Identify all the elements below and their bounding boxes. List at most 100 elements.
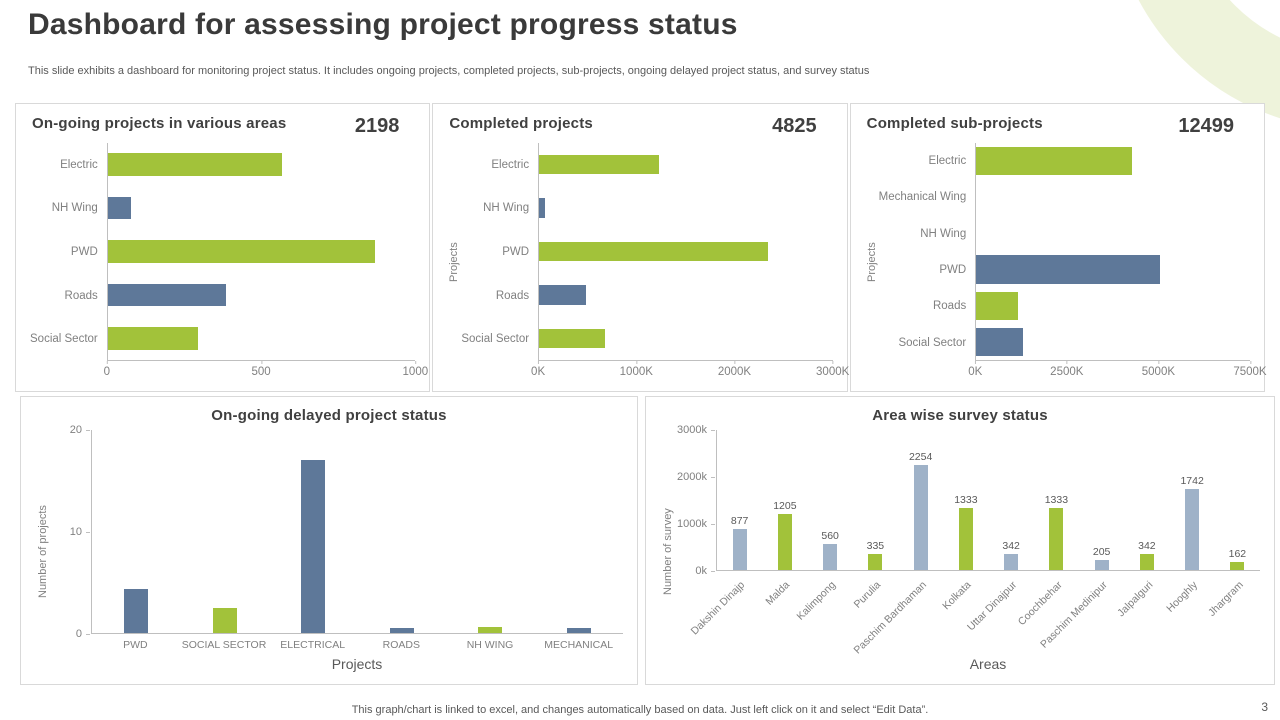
chart-title: Completed projects [449, 115, 593, 132]
bar [539, 285, 587, 305]
bar-value-label: 1205 [773, 499, 797, 512]
bar-value-label: 877 [730, 515, 749, 528]
y-tick-label: 20 [69, 424, 91, 436]
bar [566, 627, 591, 633]
ongoing-projects-chart[interactable]: Electric NH Wing PWD Roads Social Sector 0 500… [30, 143, 428, 381]
category-label: NH Wing [51, 202, 98, 215]
bar-value-label: 342 [1138, 540, 1156, 553]
bar-column: 1205 [762, 430, 807, 570]
category-label: Mechanical Wing [878, 191, 967, 204]
category-label: NH Wing [483, 202, 530, 215]
bar-value-label: 1333 [1044, 493, 1069, 506]
bar-column: 877 [717, 430, 762, 570]
chart-title: On-going delayed project status [211, 407, 447, 424]
category-label: NH WING [466, 639, 514, 651]
x-axis-ticks: 0K 2500K 5000K 7500K [968, 361, 1267, 381]
category-label: Social Sector [30, 333, 98, 346]
x-label-cell: Dakshin Dinajp [689, 571, 761, 653]
category-labels: Electric NH Wing PWD Roads Social Sector [30, 143, 107, 361]
kpi-value: 4825 [772, 115, 817, 137]
bar [478, 626, 503, 633]
x-tick-label: 1000K [619, 361, 653, 378]
x-tick-label: 2000K [717, 361, 752, 378]
x-axis-ticks: 0K 1000K 2000K 3000K [531, 361, 849, 381]
category-label: SOCIAL SECTOR [181, 639, 267, 651]
completed-sub-projects-chart[interactable]: Projects Electric Mechanical Wing NH Wing PW… [865, 143, 1267, 381]
bar [1139, 554, 1154, 570]
bar-column: 205 [1079, 430, 1124, 570]
top-panels-row: On-going projects in various areas 2198 … [15, 103, 1267, 392]
x-category-labels: Dakshin Dinajp Malda Kalimpong Purulia Pasch… [689, 571, 1260, 656]
x-tick-label: 5000K [1141, 361, 1176, 378]
category-label: Social Sector [461, 333, 530, 346]
bar-value-label: 1333 [954, 493, 978, 506]
bar-column: 1333 [1034, 430, 1079, 570]
completed-projects-chart[interactable]: Projects Electric NH Wing PWD Roads Social Se… [447, 143, 849, 381]
plot-area [91, 430, 623, 634]
category-label: PWD [502, 245, 530, 258]
panel-delayed-projects: On-going delayed project status Number o… [20, 396, 638, 685]
bar-column: 1742 [1170, 430, 1215, 570]
category-label: PWD [70, 245, 98, 258]
chart-title: On-going projects in various areas [32, 115, 287, 132]
bar [823, 543, 838, 570]
bar [1049, 507, 1064, 570]
bar [777, 513, 792, 570]
category-label: PWD [123, 639, 148, 651]
bar [1094, 560, 1109, 570]
bar [107, 327, 199, 350]
x-axis-ticks: 0 500 1000 [104, 361, 428, 381]
bar-column: 342 [989, 430, 1034, 570]
bar-value-label: 205 [1092, 546, 1111, 559]
bar [539, 241, 769, 262]
y-axis-label: Number of survey [662, 508, 674, 596]
x-label-cell: ELECTRICAL [268, 634, 357, 653]
y-axis-ticks: 0 10 20 [51, 424, 91, 640]
bar-column: 2254 [898, 430, 943, 570]
category-label: Roads [932, 300, 967, 313]
panel-header: Completed projects 4825 [433, 104, 846, 139]
page-subtitle: This slide exhibits a dashboard for moni… [28, 65, 870, 77]
bar [389, 627, 414, 633]
panel-completed-sub-projects: Completed sub-projects 12499 Projects Ele… [849, 103, 1267, 392]
category-label: Electric [928, 155, 967, 168]
bar [539, 198, 546, 218]
panel-header: Completed sub-projects 12499 [851, 104, 1264, 139]
bar [732, 529, 747, 570]
x-label-cell: NH WING [446, 634, 535, 653]
category-label: ROADS [382, 639, 421, 651]
bar [539, 328, 605, 349]
bar-column: 1333 [943, 430, 988, 570]
delayed-project-status-chart[interactable]: Number of projects 0 10 20 PWD SOCIAL SECTOR E… [35, 424, 623, 674]
category-labels: Electric NH Wing PWD Roads Social Sector [461, 143, 538, 361]
category-label: NH Wing [920, 227, 967, 240]
bar [1230, 562, 1245, 570]
panel-header: On-going projects in various areas 2198 [16, 104, 429, 139]
x-axis-title: Projects [331, 656, 383, 672]
bar [868, 554, 883, 570]
bar [107, 196, 131, 220]
bar [958, 507, 973, 570]
x-label-cell: Jalpalguri [1115, 571, 1169, 653]
category-label: Social Sector [898, 336, 967, 349]
bar [1185, 488, 1200, 570]
y-axis-label: Projects [448, 242, 461, 282]
category-label: Purulia [851, 579, 884, 611]
x-label-cell: Jhargram [1206, 571, 1260, 653]
y-tick-label: 0k [695, 565, 715, 577]
x-tick-label: 7500K [1233, 361, 1267, 378]
x-axis-title: Areas [969, 656, 1007, 672]
y-tick-label: 3000k [677, 424, 715, 436]
bar [976, 146, 1133, 176]
area-wise-survey-chart[interactable]: Number of survey 0k 1000k 2000k 3000k 877 1205… [660, 424, 1260, 674]
plot-area: 877 1205 560 335 2254 1333 342 1333 205 342 1742 16… [716, 430, 1260, 571]
bar [976, 327, 1023, 356]
panel-completed-projects: Completed projects 4825 Projects Electric… [432, 103, 849, 392]
bar-column [92, 430, 181, 633]
category-label: ELECTRICAL [280, 639, 346, 651]
bar-column [535, 430, 624, 633]
bar-column [358, 430, 447, 633]
bar-value-label: 342 [1002, 540, 1020, 553]
y-axis-ticks: 0k 1000k 2000k 3000k [676, 424, 716, 577]
category-labels: Electric Mechanical Wing NH Wing PWD Roads So… [879, 143, 976, 361]
